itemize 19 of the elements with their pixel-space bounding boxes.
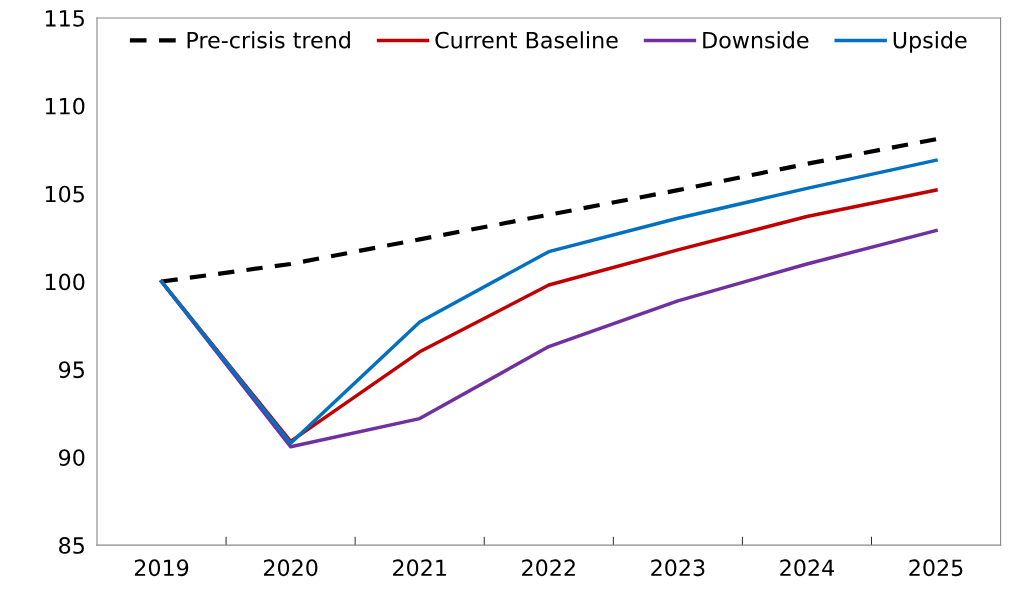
y-tick-label: 110 xyxy=(45,97,85,115)
legend-label: Downside xyxy=(703,31,809,49)
x-tick-label: 2022 xyxy=(522,559,575,577)
legend-label: Upside xyxy=(893,31,967,53)
x-tick-label: 2020 xyxy=(263,559,318,577)
x-tick-label: 2025 xyxy=(909,559,963,577)
y-tick-label: 100 xyxy=(45,273,85,291)
x-tick-label: 2019 xyxy=(134,559,189,577)
y-tick-label: 85 xyxy=(59,537,84,554)
legend-label: Pre-crisis trend xyxy=(187,31,350,49)
x-tick-label: 2024 xyxy=(780,559,834,577)
y-tick-label: 105 xyxy=(45,185,84,203)
y-tick-label: 115 xyxy=(45,10,84,27)
line-series xyxy=(159,137,939,284)
legend-label: Current Baseline xyxy=(435,31,618,49)
x-tick-label: 2021 xyxy=(393,559,446,577)
y-tick-label: 95 xyxy=(59,361,84,379)
x-tick-label: 2023 xyxy=(651,559,705,577)
y-tick-label: 90 xyxy=(59,449,85,466)
